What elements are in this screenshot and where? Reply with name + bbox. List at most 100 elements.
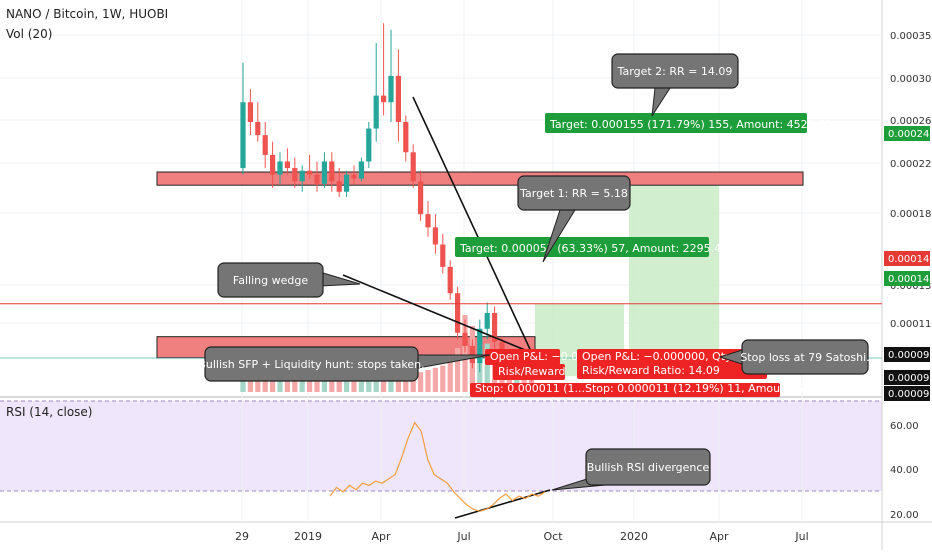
volume-bar [366,372,372,392]
resistance-zone-upper[interactable] [156,171,804,186]
volume-bar [462,315,468,392]
rsi-band [0,401,882,491]
candle-body[interactable] [299,170,305,182]
volume-bar [358,378,364,392]
candle-body[interactable] [351,174,357,179]
volume-bar [307,378,313,392]
volume-bar [336,376,342,392]
time-axis-label: 29 [235,530,249,543]
open-pl-label-2-bg[interactable] [577,349,767,365]
candle-body[interactable] [247,102,253,122]
candle-body[interactable] [455,293,461,333]
price-badge[interactable] [884,126,930,141]
time-axis-label: Apr [709,530,729,543]
candle-body[interactable] [462,332,468,346]
candle-body[interactable] [418,181,424,215]
callout-target-2-box[interactable] [611,53,739,89]
risk-reward-label-2-bg[interactable] [577,363,767,379]
candle-body[interactable] [270,154,276,175]
candle-body[interactable] [292,168,298,182]
volume-bar [255,372,261,392]
callout-bullish-sfp: Bullish SFP + Liquidity hunt: stops take… [198,358,424,371]
target-2-label-bg[interactable] [545,113,807,133]
open-pl-label-1-bg[interactable] [485,349,560,365]
price-badge[interactable] [884,347,930,362]
candle-body[interactable] [425,214,431,228]
price-badge-label: 0.000090 [888,350,932,361]
candle-body[interactable] [469,345,475,364]
candle-body[interactable] [477,328,483,364]
rsi-legend[interactable]: RSI (14, close) [6,405,92,419]
volume-bar [299,381,305,392]
callout-falling-wedge-box[interactable] [217,262,324,298]
candle-body[interactable] [440,244,446,267]
callout-stop-loss: Stop loss at 79 Satoshi. [740,351,869,364]
candle-body[interactable] [358,161,364,179]
volume-bar [262,376,268,392]
candle-body[interactable] [381,95,387,103]
candle-body[interactable] [484,312,490,329]
candle-body[interactable] [447,266,453,294]
stop-label-bg[interactable] [470,383,780,397]
risk-reward-label-1-bg[interactable] [493,364,565,380]
callout-target-1-box[interactable] [517,175,631,211]
price-pane[interactable] [0,0,882,394]
open-pl-label-1: Open P&L: −0.000 [490,350,592,363]
price-badge[interactable] [884,251,930,266]
callout-stop-loss-box[interactable] [741,339,869,375]
target-zone-2 [629,174,719,377]
volume-bar [447,361,453,392]
candle-body[interactable] [492,312,498,342]
rsi-axis-label: 20.00 [890,510,919,521]
candle-body[interactable] [344,174,350,192]
candle-body[interactable] [336,181,342,192]
price-badge[interactable] [884,370,930,385]
candle-body[interactable] [373,95,379,129]
candle-body[interactable] [403,121,409,153]
symbol-title[interactable]: NANO / Bitcoin, 1W, HUOBI [6,7,168,21]
callout-bullish-sfp-box[interactable] [204,346,419,382]
time-axis-label: Jul [456,530,470,543]
candle-body[interactable] [262,135,268,155]
candle-body[interactable] [284,161,290,169]
callout-target-1: Target 1: RR = 5.18 [519,187,628,200]
candle-body[interactable] [388,75,394,103]
wedge-upper-trendline[interactable] [412,96,536,361]
volume-bar [329,381,335,392]
volume-bar [314,381,320,392]
wedge-lower-trendline[interactable] [342,274,526,351]
volume-bar [410,374,416,392]
volume-bar [321,378,327,392]
callout-rsi-divergence-box[interactable] [585,448,711,486]
volume-bar [425,370,431,392]
candle-body[interactable] [329,161,335,182]
candle-body[interactable] [432,227,438,245]
price-badge-label: 0.000245 [888,129,932,140]
time-axis-label: Jul [794,530,808,543]
candle-body[interactable] [366,128,372,162]
target-1-label: Target: 0.000057 (63.33%) 57, Amount: 22… [459,242,728,255]
candle-body[interactable] [410,152,416,182]
volume-bar [521,370,527,392]
candle-body[interactable] [321,161,327,184]
price-badge-label: 0.000090 [888,373,932,384]
price-badge-label: 0.000147 [888,274,932,285]
candle-body[interactable] [240,102,246,169]
price-badge[interactable] [884,271,930,286]
candle-body[interactable] [277,161,283,175]
price-badge[interactable] [884,386,930,401]
candle-body[interactable] [395,75,401,122]
rsi-line[interactable] [329,421,546,512]
volume-bar [344,378,350,392]
volume-legend[interactable]: Vol (20) [6,27,52,41]
volume-bar [351,381,357,392]
target-1-label-bg[interactable] [455,237,709,257]
candle-body[interactable] [307,170,313,175]
candle-body[interactable] [314,174,320,184]
candle-body[interactable] [255,121,261,136]
